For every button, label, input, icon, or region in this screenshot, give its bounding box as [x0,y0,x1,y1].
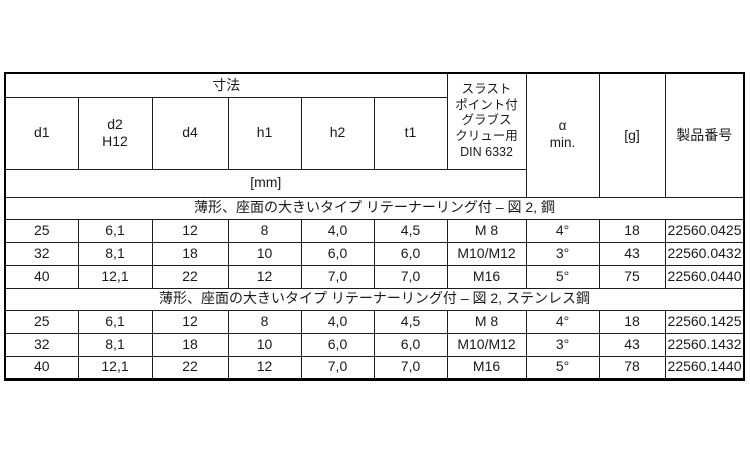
cell-t1: 6,0 [373,241,448,266]
column-header-t1: t1 [373,96,448,170]
cell-d1: 32 [4,332,79,357]
cell-d2: 8,1 [77,241,153,266]
cell-h2: 4,0 [300,309,375,334]
cell-product-number: 22560.1425 [664,309,745,334]
table-row: 25 6,1 12 8 4,0 4,5 M 8 4° 18 22560.0425 [4,218,745,243]
cell-thrust-screw: M10/M12 [446,332,527,357]
header-row-groups: 寸法 スラスト ポイント付 グラブス クリュー用 DIN 6332 α min.… [4,72,745,198]
cell-product-number: 22560.1440 [664,355,745,380]
cell-h2: 7,0 [300,264,375,289]
cell-alpha-min: 5° [525,264,600,289]
thrust-screw-column-header: スラスト ポイント付 グラブス クリュー用 DIN 6332 [446,72,527,170]
cell-d2: 8,1 [77,332,153,357]
table-row: 25 6,1 12 8 4,0 4,5 M 8 4° 18 22560.1425 [4,309,745,334]
header-row-columns: d1 d2 H12 d4 h1 h2 t1 [4,96,744,170]
cell-d4: 22 [151,355,229,380]
weight-column-header: [g] [598,72,666,198]
cell-d2: 6,1 [77,218,153,243]
table-row: 40 12,1 22 12 7,0 7,0 M16 5° 75 22560.04… [4,264,745,289]
cell-t1: 7,0 [373,355,448,380]
cell-thrust-screw: M16 [446,355,527,380]
unit-label: [mm] [4,168,527,198]
section-title-steel: 薄形、座面の大きいタイプ リテーナーリング付 – 図 2, 鋼 [4,196,745,220]
cell-h1: 12 [227,355,302,380]
cell-d2: 6,1 [77,309,153,334]
cell-h1: 10 [227,332,302,357]
dimensions-group-header: 寸法 [4,72,448,98]
column-header-d2: d2 H12 [77,96,153,170]
cell-h1: 8 [227,218,302,243]
product-number-column-header: 製品番号 [664,72,745,198]
cell-alpha-min: 5° [525,355,600,380]
section-title-row: 薄形、座面の大きいタイプ リテーナーリング付 – 図 2, ステンレス鋼 [4,287,745,311]
table-row: 32 8,1 18 10 6,0 6,0 M10/M12 3° 43 22560… [4,332,745,357]
section-title-stainless: 薄形、座面の大きいタイプ リテーナーリング付 – 図 2, ステンレス鋼 [4,287,745,311]
cell-d1: 32 [4,241,79,266]
column-header-h1: h1 [227,96,302,170]
section-title-row: 薄形、座面の大きいタイプ リテーナーリング付 – 図 2, 鋼 [4,196,745,220]
cell-d4: 18 [151,241,229,266]
cell-d1: 40 [4,264,79,289]
cell-d4: 22 [151,264,229,289]
cell-weight: 43 [598,332,666,357]
dimension-spec-table: 寸法 スラスト ポイント付 グラブス クリュー用 DIN 6332 α min.… [4,72,746,381]
cell-weight: 18 [598,218,666,243]
cell-weight: 78 [598,355,666,380]
column-header-h2: h2 [300,96,375,170]
cell-weight: 18 [598,309,666,334]
cell-thrust-screw: M 8 [446,309,527,334]
cell-d1: 25 [4,309,79,334]
cell-thrust-screw: M10/M12 [446,241,527,266]
cell-d1: 40 [4,355,79,380]
cell-h2: 6,0 [300,241,375,266]
cell-d2: 12,1 [77,264,153,289]
cell-t1: 4,5 [373,218,448,243]
cell-alpha-min: 4° [525,309,600,334]
cell-thrust-screw: M 8 [446,218,527,243]
cell-h2: 6,0 [300,332,375,357]
cell-alpha-min: 3° [525,241,600,266]
cell-alpha-min: 4° [525,218,600,243]
cell-h2: 7,0 [300,355,375,380]
cell-h1: 12 [227,264,302,289]
column-header-d1: d1 [4,96,79,170]
cell-t1: 4,5 [373,309,448,334]
header-row-unit: [mm] [4,168,744,198]
cell-weight: 43 [598,241,666,266]
cell-h2: 4,0 [300,218,375,243]
table-row: 40 12,1 22 12 7,0 7,0 M16 5° 78 22560.14… [4,355,745,380]
cell-h1: 8 [227,309,302,334]
table-row: 32 8,1 18 10 6,0 6,0 M10/M12 3° 43 22560… [4,241,745,266]
column-header-d4: d4 [151,96,229,170]
cell-thrust-screw: M16 [446,264,527,289]
cell-product-number: 22560.0425 [664,218,745,243]
cell-d4: 18 [151,332,229,357]
cell-h1: 10 [227,241,302,266]
cell-t1: 7,0 [373,264,448,289]
cell-product-number: 22560.0440 [664,264,745,289]
cell-weight: 75 [598,264,666,289]
cell-product-number: 22560.1432 [664,332,745,357]
cell-t1: 6,0 [373,332,448,357]
cell-d2: 12,1 [77,355,153,380]
cell-d4: 12 [151,218,229,243]
cell-d4: 12 [151,309,229,334]
cell-d1: 25 [4,218,79,243]
cell-product-number: 22560.0432 [664,241,745,266]
alpha-min-column-header: α min. [525,72,600,198]
cell-alpha-min: 3° [525,332,600,357]
